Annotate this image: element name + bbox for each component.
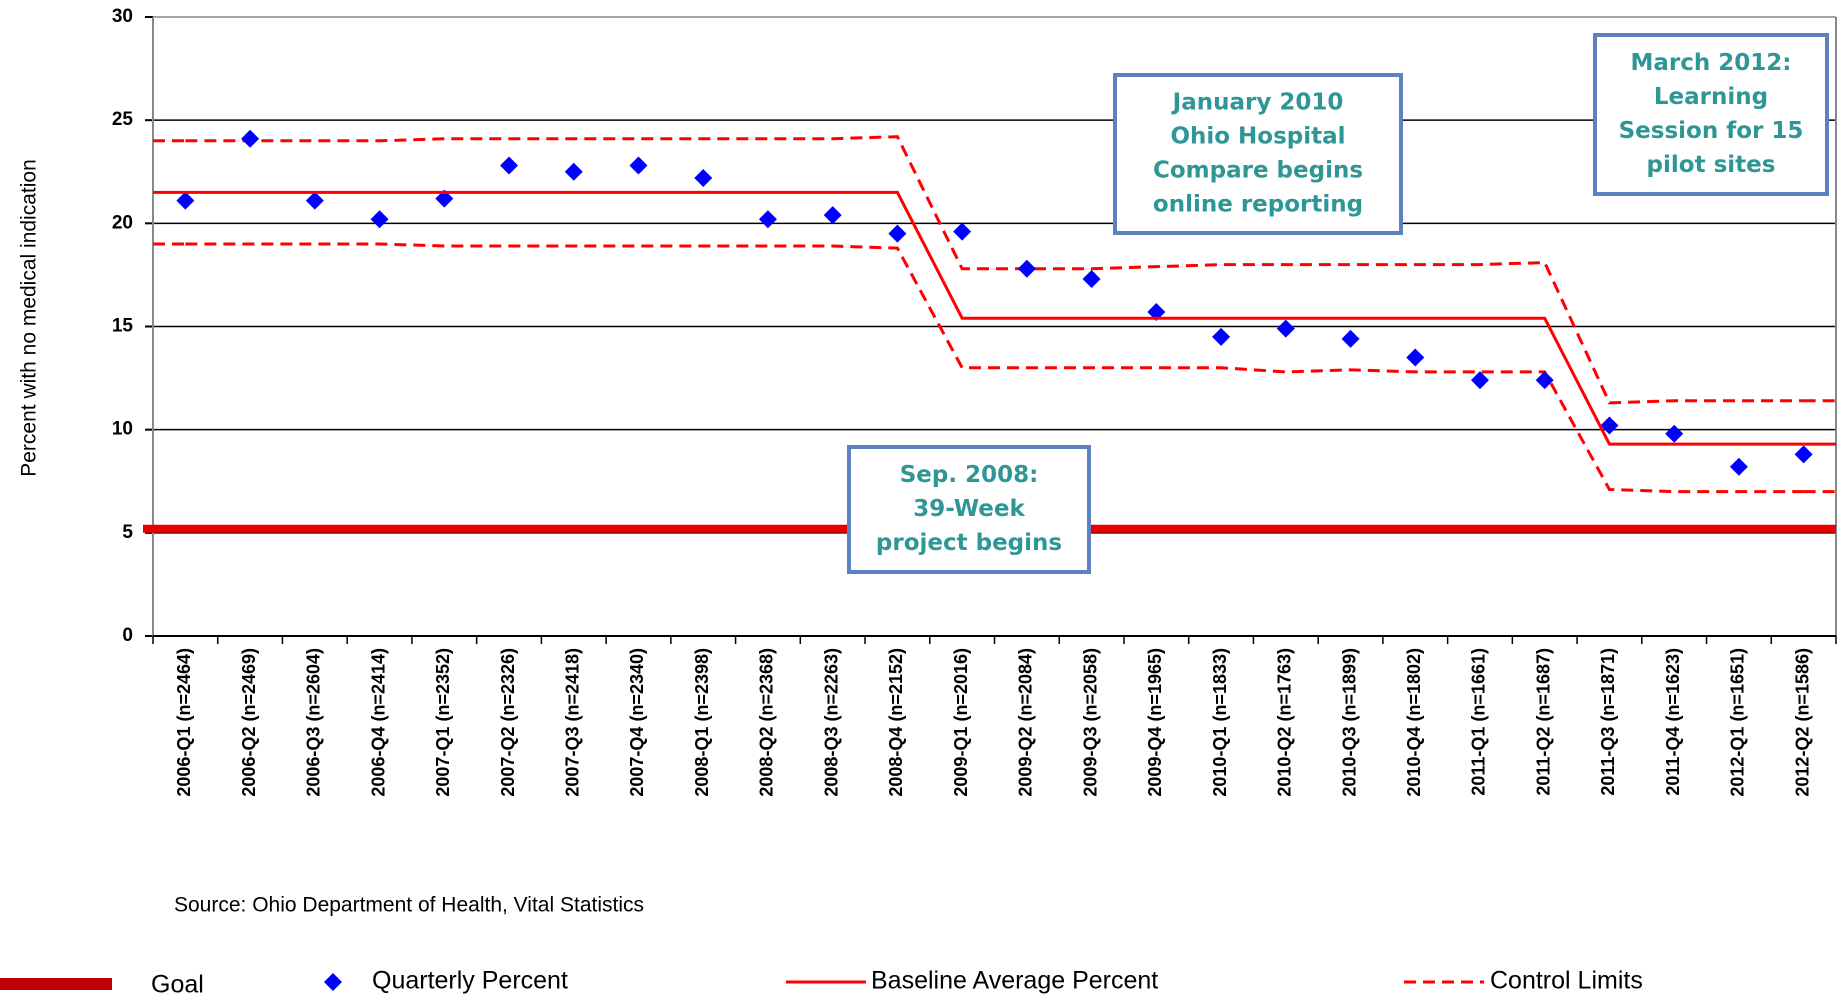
data-point xyxy=(953,222,972,241)
annotation-box xyxy=(1593,33,1829,196)
x-tick-label: 2008-Q3 (n=2263) xyxy=(821,648,841,797)
x-tick-label: 2011-Q2 (n=1687) xyxy=(1533,648,1553,796)
x-tick-label: 2008-Q1 (n=2398) xyxy=(692,648,712,797)
annotation-box xyxy=(847,445,1091,574)
legend-marker xyxy=(324,973,342,991)
x-tick-label: 2012-Q2 (n=1586) xyxy=(1792,648,1812,797)
y-axis-label: Percent with no medical indication xyxy=(18,159,41,477)
data-point xyxy=(176,191,195,210)
data-point xyxy=(1276,319,1295,338)
annotation-text: Session for 15 xyxy=(1619,118,1804,144)
data-point xyxy=(1794,445,1813,464)
data-point xyxy=(1729,457,1748,476)
x-tick-label: 2007-Q4 (n=2340) xyxy=(627,648,647,797)
upper-control-limit xyxy=(185,135,1804,405)
x-tick-label: 2009-Q2 (n=2084) xyxy=(1016,648,1036,797)
y-tick-label: 5 xyxy=(122,522,133,543)
data-point xyxy=(694,168,713,187)
baseline-line xyxy=(185,190,1804,446)
data-point xyxy=(564,162,583,181)
data-point xyxy=(1470,371,1489,390)
x-tick-label: 2010-Q2 (n=1763) xyxy=(1275,648,1295,797)
annotation-text: project begins xyxy=(876,530,1062,556)
data-point xyxy=(629,156,648,175)
annotation-text: pilot sites xyxy=(1647,152,1776,178)
data-point xyxy=(823,206,842,225)
annotation-text: 39-Week xyxy=(913,496,1025,522)
annotation-text: March 2012: xyxy=(1631,50,1792,76)
data-point xyxy=(305,191,324,210)
lower-control-limit xyxy=(185,242,1804,494)
y-tick-label: 15 xyxy=(112,316,134,337)
x-tick-label: 2010-Q1 (n=1833) xyxy=(1210,648,1230,797)
x-tick-label: 2007-Q1 (n=2352) xyxy=(433,648,453,797)
annotation-text: Ohio Hospital xyxy=(1170,124,1345,150)
data-point xyxy=(1341,329,1360,348)
data-point xyxy=(1600,416,1619,435)
x-tick-label: 2012-Q1 (n=1651) xyxy=(1728,648,1748,797)
data-point xyxy=(1406,348,1425,367)
legend-label: Control Limits xyxy=(1490,967,1643,995)
y-tick-label: 30 xyxy=(112,6,133,27)
x-tick-label: 2009-Q3 (n=2058) xyxy=(1080,648,1100,797)
data-point xyxy=(888,224,907,243)
x-tick-label: 2011-Q4 (n=1623) xyxy=(1663,648,1683,796)
data-point xyxy=(241,129,260,148)
annotation-box xyxy=(1113,73,1403,235)
y-tick-label: 0 xyxy=(122,625,133,646)
annotation-text: Learning xyxy=(1654,84,1768,110)
x-tick-label: 2011-Q1 (n=1661) xyxy=(1469,648,1489,796)
x-tick-label: 2006-Q1 (n=2464) xyxy=(174,648,194,797)
legend-label: Goal xyxy=(151,971,204,999)
data-point xyxy=(1212,327,1231,346)
data-point xyxy=(1017,259,1036,278)
annotation-text: Compare begins xyxy=(1153,158,1363,184)
data-point xyxy=(1147,303,1166,322)
x-tick-label: 2007-Q2 (n=2326) xyxy=(498,648,518,797)
data-point xyxy=(1082,270,1101,289)
data-point xyxy=(435,189,454,208)
annotation-text: January 2010 xyxy=(1171,90,1344,116)
x-tick-label: 2008-Q4 (n=2152) xyxy=(886,648,906,797)
y-tick-label: 20 xyxy=(112,212,133,233)
data-point xyxy=(500,156,519,175)
data-point xyxy=(758,210,777,229)
data-point xyxy=(370,210,389,229)
legend-label: Quarterly Percent xyxy=(372,967,568,995)
y-tick-label: 25 xyxy=(112,109,134,130)
x-tick-label: 2006-Q3 (n=2604) xyxy=(304,648,324,797)
x-tick-label: 2006-Q2 (n=2469) xyxy=(239,648,259,797)
data-point xyxy=(1535,371,1554,390)
x-tick-label: 2007-Q3 (n=2418) xyxy=(563,648,583,797)
source: Source: Ohio Department of Health, Vital… xyxy=(174,894,644,917)
annotation-text: Sep. 2008: xyxy=(900,462,1039,488)
x-tick-label: 2006-Q4 (n=2414) xyxy=(368,648,388,797)
x-tick-label: 2009-Q1 (n=2016) xyxy=(951,648,971,797)
x-tick-label: 2010-Q4 (n=1802) xyxy=(1404,648,1424,797)
x-tick-label: 2011-Q3 (n=1871) xyxy=(1598,648,1618,796)
data-point xyxy=(1665,424,1684,443)
x-tick-label: 2009-Q4 (n=1965) xyxy=(1145,648,1165,797)
x-tick-label: 2010-Q3 (n=1899) xyxy=(1339,648,1359,797)
y-tick-label: 10 xyxy=(112,419,133,440)
annotation-text: online reporting xyxy=(1153,192,1363,218)
x-tick-label: 2008-Q2 (n=2368) xyxy=(757,648,777,797)
legend-label: Baseline Average Percent xyxy=(871,967,1158,995)
